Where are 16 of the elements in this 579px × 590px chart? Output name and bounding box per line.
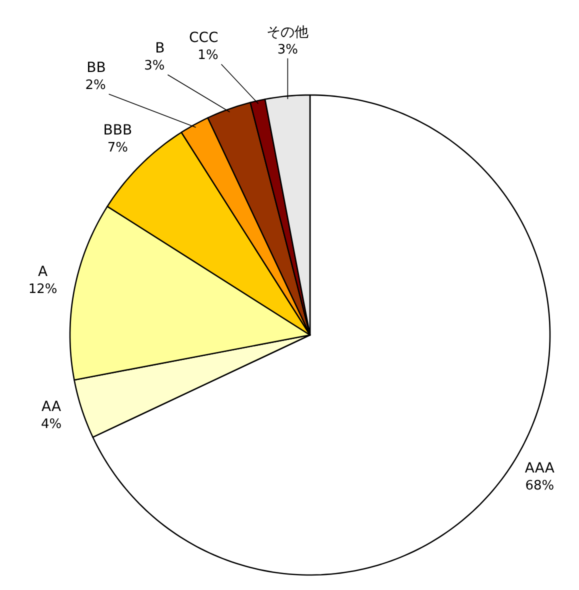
data-label: 3% [144,58,165,74]
slice-label: BB [86,60,106,76]
data-label: 12% [28,282,58,298]
data-label: 1% [198,48,218,64]
slice-label: CCC [188,30,219,46]
slice-label: AA [42,399,62,416]
data-label: 7% [107,140,128,156]
slice-label: BBB [103,122,132,139]
data-label: 2% [85,78,106,94]
slice-label: A [38,264,48,280]
data-label: 68% [525,478,554,494]
slice-label: B [155,40,165,57]
slice-label: AAA [524,460,555,477]
data-label: 3% [277,42,298,58]
slice-label: その他 [266,24,309,40]
data-label: 4% [41,417,62,432]
